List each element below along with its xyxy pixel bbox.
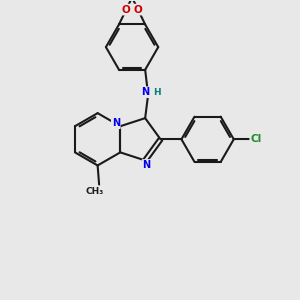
Text: CH₃: CH₃: [85, 188, 104, 196]
Text: O: O: [122, 4, 130, 15]
Text: H: H: [153, 88, 160, 97]
Text: O: O: [134, 4, 142, 15]
Text: N: N: [112, 118, 120, 128]
Text: N: N: [141, 87, 149, 97]
Text: Cl: Cl: [250, 134, 262, 144]
Text: N: N: [142, 160, 151, 170]
